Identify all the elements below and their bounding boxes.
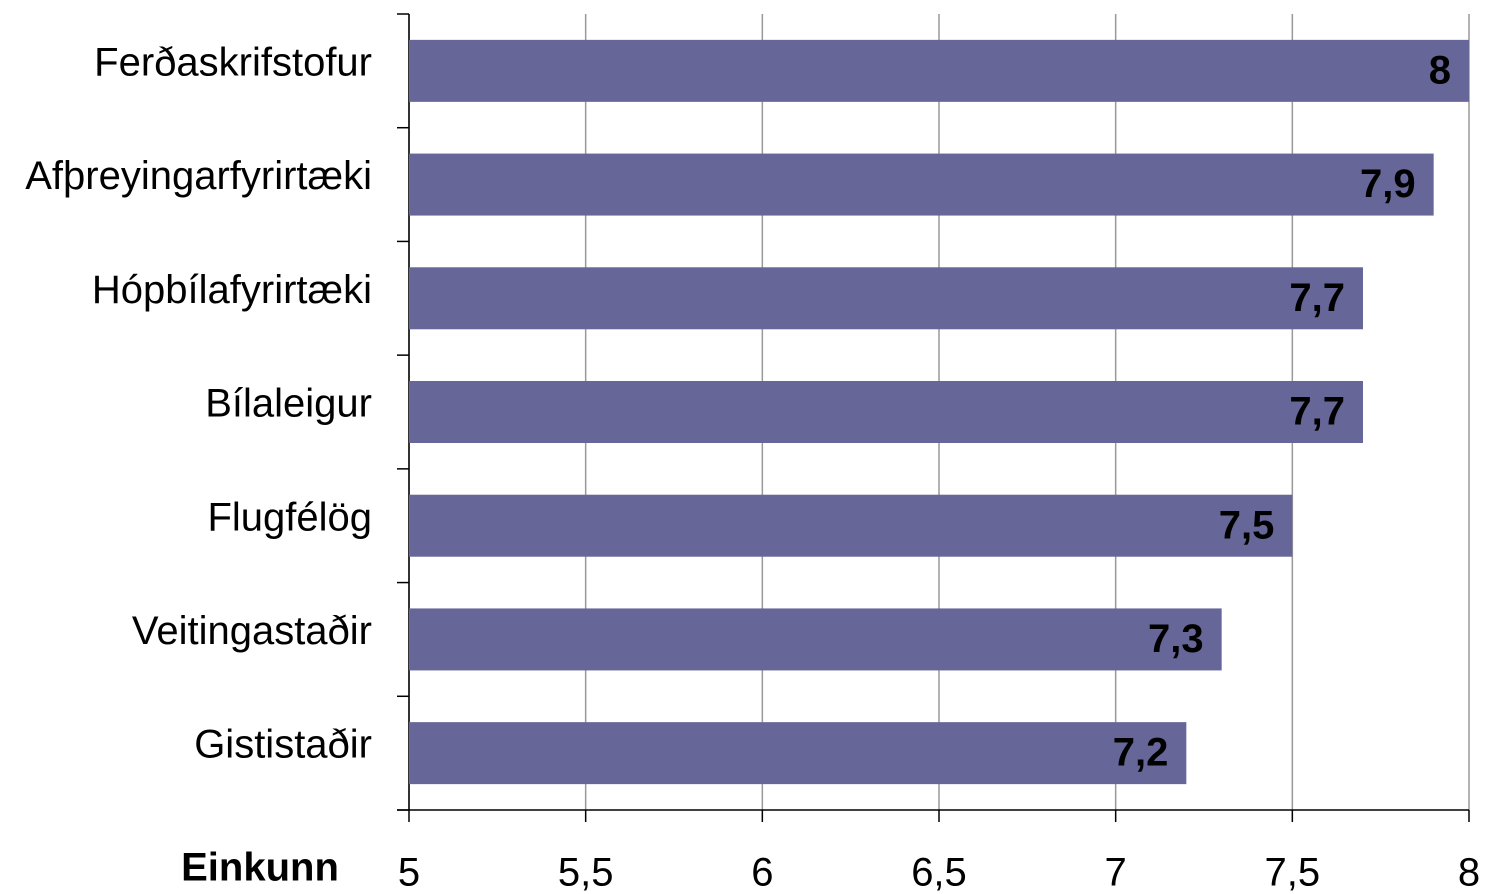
value-label: 7,3	[1148, 617, 1204, 661]
bar	[409, 722, 1187, 785]
x-tick-label: 6,5	[911, 851, 967, 894]
bar	[409, 267, 1363, 330]
x-tick-label: 6	[751, 851, 773, 894]
bar	[409, 153, 1434, 216]
bar	[409, 494, 1293, 557]
bar	[409, 608, 1222, 671]
y-tick-label: Bílaleigur	[205, 382, 372, 426]
x-tick-label: 7	[1105, 851, 1127, 894]
y-tick-label: Veitingastaðir	[132, 609, 372, 653]
y-tick-label: Ferðaskrifstofur	[94, 40, 372, 84]
y-tick-label: Afþreyingarfyrirtæki	[25, 154, 372, 198]
x-axis-label: Einkunn	[181, 846, 339, 890]
bar	[409, 381, 1363, 443]
value-label: 7,5	[1219, 503, 1275, 547]
value-label: 7,9	[1360, 162, 1416, 206]
x-tick-label: 7,5	[1265, 851, 1321, 894]
y-tick-label: Hópbílafyrirtæki	[92, 268, 372, 312]
y-tick-label: Flugfélög	[207, 495, 372, 539]
y-tick-label: Gististaðir	[194, 723, 372, 767]
value-label: 7,7	[1289, 390, 1345, 434]
value-label: 7,7	[1289, 276, 1345, 320]
bar	[409, 39, 1469, 102]
value-label: 7,2	[1113, 731, 1169, 775]
value-label: 8	[1429, 48, 1451, 92]
x-tick-label: 5,5	[558, 851, 614, 894]
x-tick-label: 8	[1458, 851, 1480, 894]
x-tick-label: 5	[398, 851, 420, 894]
